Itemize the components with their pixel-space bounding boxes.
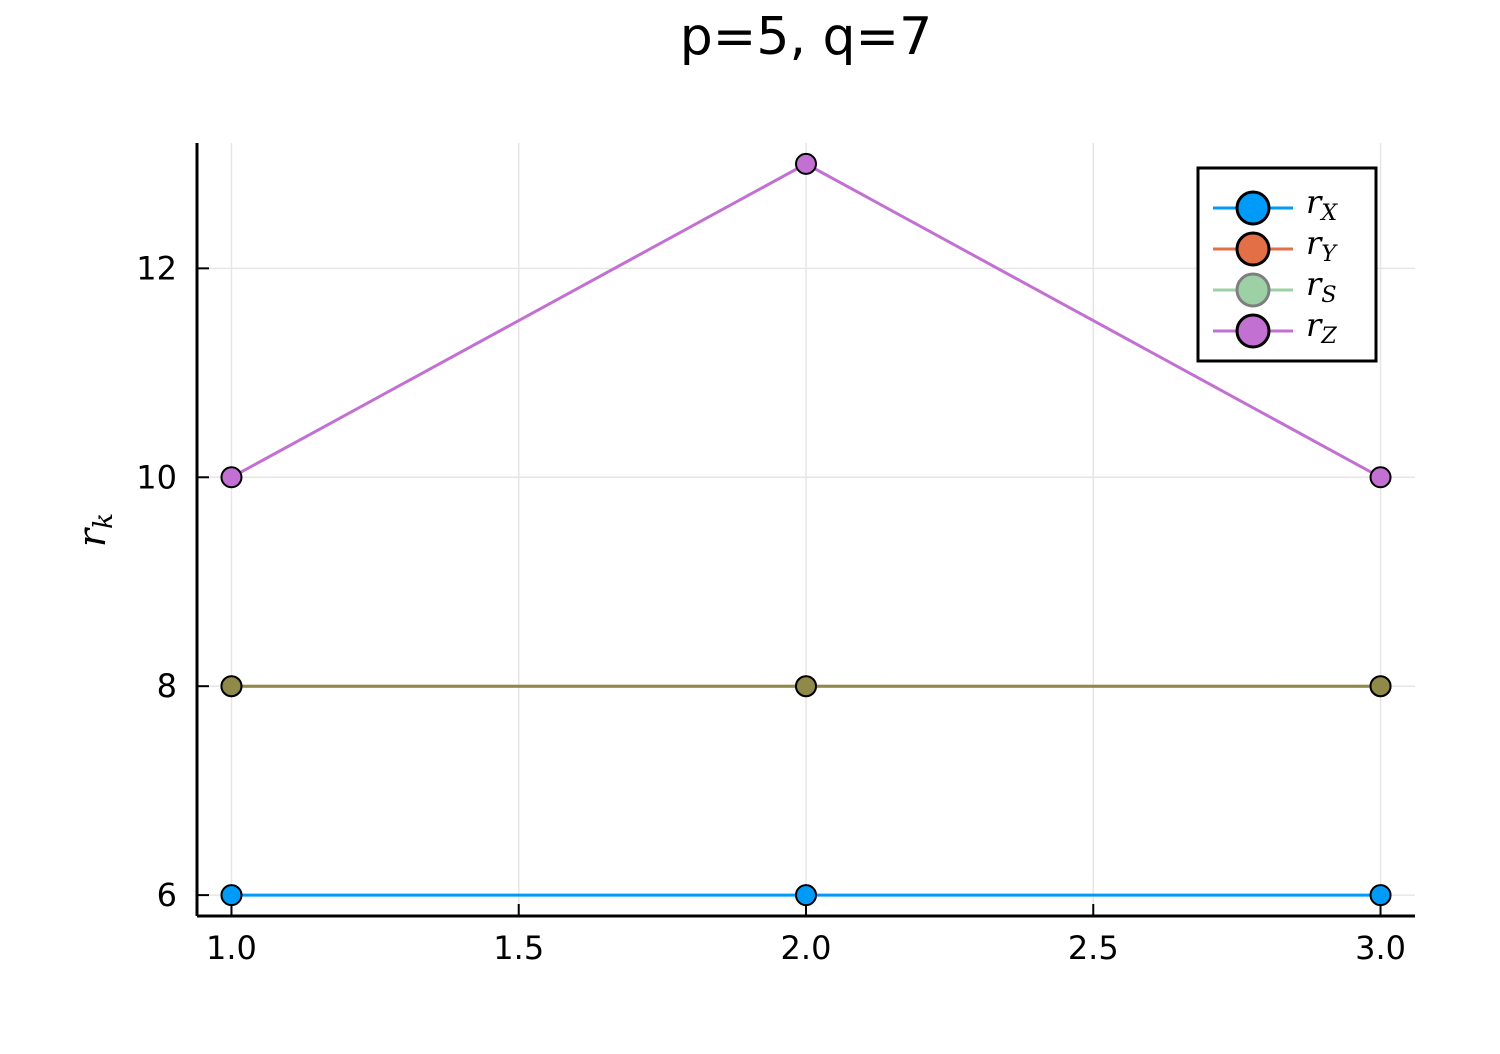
legend-entry — [1213, 313, 1293, 349]
legend-entry — [1213, 231, 1293, 267]
series — [220, 152, 1392, 489]
series — [220, 675, 1392, 698]
legend-marker — [1235, 190, 1271, 226]
marker — [220, 675, 243, 698]
y-tick-label: 10 — [136, 458, 177, 496]
legend-box — [1196, 166, 1378, 363]
chart-title: p=5, q=7 — [680, 7, 932, 67]
legend-marker — [1235, 313, 1271, 349]
marker — [220, 466, 243, 489]
marker — [795, 884, 817, 907]
legend-entry — [1213, 272, 1293, 308]
marker — [220, 884, 243, 907]
x-tick-label: 2.0 — [781, 929, 832, 967]
y-tick-label: 8 — [157, 667, 177, 705]
y-tick-label: 6 — [157, 876, 177, 914]
legend-label: rS — [1306, 265, 1337, 309]
marker — [795, 675, 817, 698]
x-tick-label: 3.0 — [1355, 929, 1406, 967]
legend-label: rX — [1306, 183, 1338, 227]
marker — [795, 152, 817, 175]
legend-marker — [1235, 272, 1271, 308]
x-tick-label: 1.0 — [206, 929, 257, 967]
legend-label: rZ — [1306, 306, 1337, 350]
series — [220, 884, 1392, 907]
x-tick-label: 2.5 — [1068, 929, 1119, 967]
legend-marker — [1235, 231, 1271, 267]
marker — [1369, 884, 1392, 907]
legend-entry — [1213, 190, 1293, 226]
legend-label: rY — [1306, 224, 1338, 268]
y-axis-label: rk — [70, 513, 120, 547]
y-tick-label: 12 — [136, 249, 177, 287]
marker — [1369, 675, 1392, 698]
x-tick-label: 1.5 — [493, 929, 544, 967]
marker — [1369, 466, 1392, 489]
